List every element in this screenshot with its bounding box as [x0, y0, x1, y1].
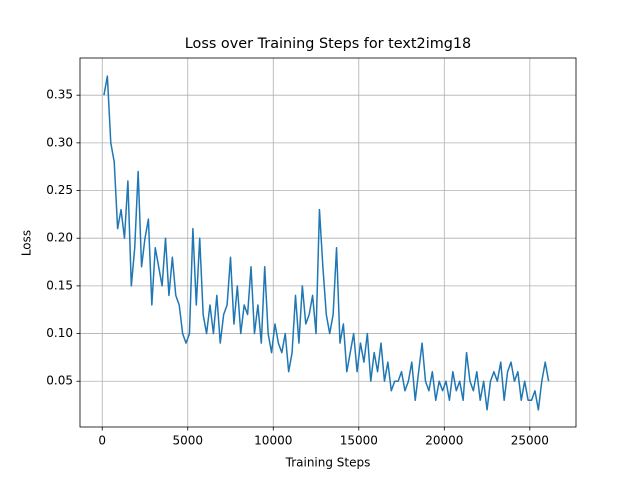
x-tick-label: 15000	[340, 434, 378, 448]
x-tick-label: 25000	[511, 434, 549, 448]
y-tick-label: 0.35	[46, 88, 73, 102]
y-tick-label: 0.15	[46, 278, 73, 292]
plot-frame	[79, 57, 577, 428]
x-axis-label: Training Steps	[285, 456, 371, 470]
x-tick-label: 5000	[172, 434, 203, 448]
x-tick-label: 20000	[425, 434, 463, 448]
x-tick-label: 0	[98, 434, 106, 448]
y-tick-label: 0.25	[46, 183, 73, 197]
y-axis-label: Loss	[20, 230, 34, 256]
y-tick-label: 0.05	[46, 374, 73, 388]
chart-title: Loss over Training Steps for text2img18	[185, 36, 471, 52]
y-tick-label: 0.10	[46, 326, 73, 340]
y-tick-label: 0.30	[46, 135, 73, 149]
x-tick-label: 10000	[254, 434, 292, 448]
y-tick-label: 0.20	[46, 231, 73, 245]
loss-line	[103, 75, 550, 411]
